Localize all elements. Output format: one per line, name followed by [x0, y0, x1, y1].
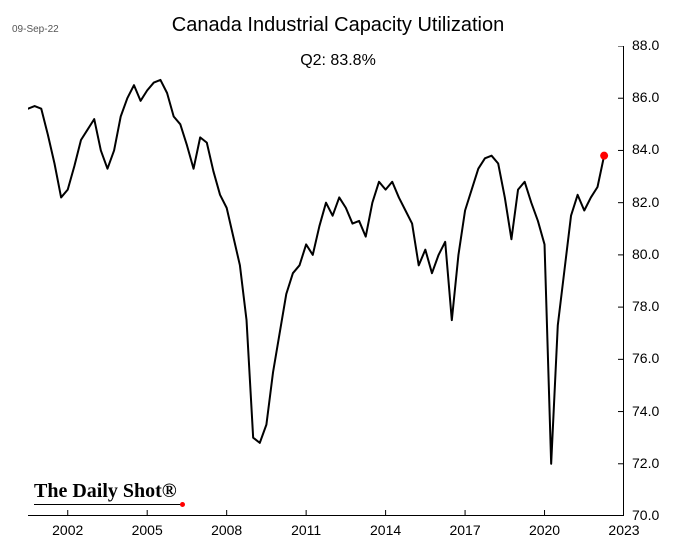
y-tick-label: 86.0 — [632, 89, 659, 105]
x-tick-label: 2008 — [211, 522, 242, 538]
source-underline — [34, 504, 182, 505]
y-tick-label: 88.0 — [632, 37, 659, 53]
x-tick-label: 2002 — [52, 522, 83, 538]
source-label: The Daily Shot® — [34, 480, 177, 503]
source-dot-icon — [180, 502, 185, 507]
chart-container: 09-Sep-22 Canada Industrial Capacity Uti… — [0, 0, 676, 555]
x-tick-label: 2017 — [449, 522, 480, 538]
y-tick-label: 80.0 — [632, 246, 659, 262]
x-tick-label: 2023 — [608, 522, 639, 538]
y-tick-label: 82.0 — [632, 194, 659, 210]
y-tick-label: 70.0 — [632, 507, 659, 523]
plot-area — [28, 46, 624, 516]
y-tick-label: 84.0 — [632, 141, 659, 157]
x-tick-label: 2011 — [291, 522, 321, 538]
y-tick-label: 72.0 — [632, 455, 659, 471]
y-tick-label: 76.0 — [632, 350, 659, 366]
x-tick-label: 2020 — [529, 522, 560, 538]
y-tick-label: 78.0 — [632, 298, 659, 314]
y-tick-label: 74.0 — [632, 403, 659, 419]
chart-title: Canada Industrial Capacity Utilization — [0, 14, 676, 37]
x-tick-label: 2014 — [370, 522, 401, 538]
x-tick-label: 2005 — [132, 522, 163, 538]
